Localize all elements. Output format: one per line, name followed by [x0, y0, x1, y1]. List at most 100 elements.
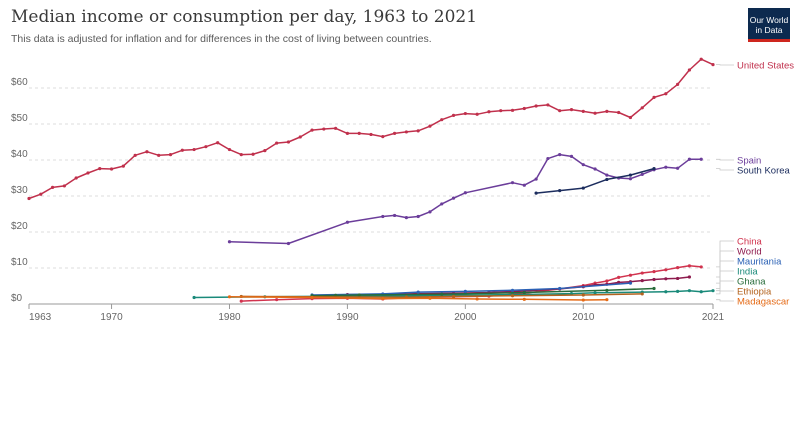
data-point — [664, 290, 668, 294]
data-point — [239, 153, 243, 157]
y-tick-label: $10 — [11, 257, 28, 268]
x-tick-label: 1990 — [336, 312, 359, 323]
series-label-china: China — [737, 237, 763, 248]
series-label-world: World — [737, 247, 762, 258]
data-point — [510, 181, 515, 185]
data-point — [687, 68, 692, 72]
data-point — [617, 275, 621, 279]
series-label-spain: Spain — [737, 156, 761, 167]
series-line — [229, 296, 607, 301]
data-point — [275, 298, 279, 302]
series-label-india: India — [737, 267, 758, 278]
label-connector — [716, 260, 734, 284]
data-point — [581, 109, 585, 113]
y-tick-label: $50 — [11, 113, 28, 124]
data-point — [74, 176, 78, 180]
series-madagascar — [227, 295, 609, 302]
data-point — [676, 289, 680, 293]
series-line — [28, 58, 714, 200]
data-point — [652, 270, 656, 274]
x-tick-label: 1980 — [218, 312, 241, 323]
data-point — [109, 167, 114, 171]
data-point — [628, 173, 633, 177]
data-point — [310, 128, 314, 132]
data-point — [27, 196, 31, 201]
y-tick-label: $20 — [11, 221, 28, 232]
data-point — [345, 220, 350, 224]
data-point — [699, 157, 703, 161]
data-point — [652, 277, 656, 282]
label-connector — [716, 299, 734, 302]
data-point — [569, 154, 574, 158]
data-point — [699, 57, 703, 61]
y-tick-label: $60 — [11, 77, 28, 88]
data-point — [581, 293, 585, 297]
data-point — [487, 110, 491, 114]
data-point — [392, 213, 397, 218]
data-point — [192, 295, 196, 300]
data-point — [227, 240, 232, 244]
data-point — [664, 92, 668, 96]
data-point — [640, 106, 644, 110]
data-point — [534, 177, 538, 181]
logo-accent-bar — [748, 39, 790, 42]
data-point — [157, 153, 161, 157]
data-point — [640, 271, 644, 275]
data-point — [522, 106, 526, 111]
data-point — [652, 167, 656, 171]
data-point — [593, 291, 597, 295]
data-point — [558, 153, 562, 157]
data-point — [676, 82, 680, 86]
label-connector — [716, 240, 734, 268]
label-connector — [716, 290, 734, 295]
data-point — [440, 292, 444, 296]
y-tick-label: $30 — [11, 185, 28, 196]
data-point — [676, 166, 680, 170]
data-point — [640, 292, 644, 296]
data-point — [440, 202, 444, 206]
chart-title: Median income or consumption per day, 19… — [11, 7, 478, 27]
data-point — [381, 135, 385, 139]
data-point — [510, 294, 515, 298]
chart-subtitle: This data is adjusted for inflation and … — [11, 33, 432, 45]
series-label-ghana: Ghana — [737, 277, 766, 288]
data-point — [451, 294, 456, 299]
data-point — [451, 196, 456, 200]
data-point — [664, 268, 668, 272]
data-point — [121, 164, 125, 168]
x-tick-label: 2000 — [454, 312, 477, 323]
data-point — [451, 113, 456, 117]
data-point — [50, 185, 55, 189]
data-point — [569, 108, 574, 112]
data-point — [463, 111, 467, 116]
data-point — [357, 293, 361, 297]
data-point — [593, 167, 597, 171]
data-point — [133, 153, 137, 157]
gridlines — [29, 87, 713, 269]
data-point — [239, 299, 243, 303]
data-point — [534, 104, 538, 108]
data-point — [286, 140, 291, 144]
logo-line-1: Our World — [749, 15, 789, 25]
series-line — [241, 293, 643, 298]
x-tick-label: 1970 — [100, 312, 123, 323]
data-point — [227, 295, 232, 299]
data-point — [275, 141, 279, 145]
data-point — [369, 132, 373, 137]
data-point — [216, 141, 220, 145]
data-point — [676, 266, 680, 270]
data-point — [298, 135, 302, 139]
data-point — [510, 108, 515, 112]
series-spain — [227, 153, 703, 246]
owid-logo[interactable]: Our World in Data — [748, 8, 790, 42]
data-point — [263, 149, 267, 153]
series-label-mauritania: Mauritania — [737, 257, 782, 268]
y-tick-label: $40 — [11, 149, 28, 160]
data-point — [628, 115, 633, 120]
data-point — [322, 127, 326, 131]
data-point — [345, 131, 350, 135]
series-united-states — [27, 57, 715, 201]
x-tick-label: 1963 — [29, 312, 52, 323]
data-point — [204, 145, 208, 149]
